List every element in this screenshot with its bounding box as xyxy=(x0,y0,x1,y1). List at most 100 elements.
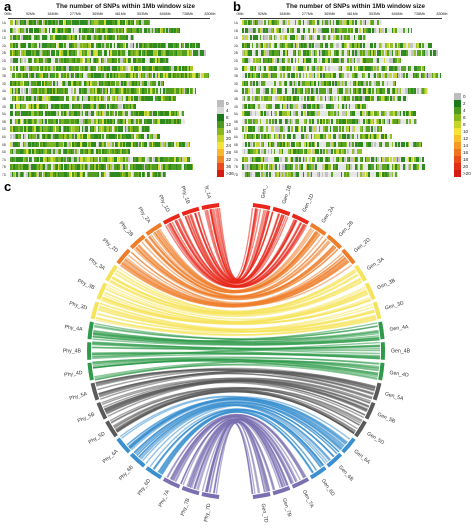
track-segment xyxy=(310,111,313,117)
track-segment xyxy=(262,73,265,79)
track-segment xyxy=(307,50,309,56)
legend-swatch xyxy=(454,121,461,128)
track-segment xyxy=(37,96,39,102)
track-segment xyxy=(35,149,38,155)
track-segment xyxy=(68,134,71,140)
track-segment xyxy=(65,156,68,162)
track-segment xyxy=(114,80,117,86)
track-segment xyxy=(355,134,357,140)
track-segment xyxy=(135,111,138,117)
legend-item: 12 xyxy=(454,135,474,142)
track-segment xyxy=(299,42,301,48)
chromosome-label: 4A xyxy=(2,89,6,94)
track-segment xyxy=(353,65,356,71)
track-segment xyxy=(147,111,149,117)
track-segment xyxy=(356,96,359,102)
track-segment xyxy=(14,42,17,48)
track-segment xyxy=(321,164,324,170)
track-segment xyxy=(361,126,364,132)
track-segment xyxy=(367,118,370,124)
chromosome-label: 6B xyxy=(234,142,238,147)
track-segment xyxy=(257,103,260,109)
track-segment xyxy=(70,58,73,64)
track-segment xyxy=(107,111,109,117)
track-segment xyxy=(29,141,31,147)
track-segment xyxy=(302,42,305,48)
track-segment xyxy=(86,156,89,162)
track-segment xyxy=(78,141,81,147)
track-segment xyxy=(161,156,163,162)
track-segment xyxy=(14,118,17,124)
track-segment xyxy=(53,27,56,33)
track-segment xyxy=(59,80,62,86)
track-segment xyxy=(174,156,176,162)
track-segment xyxy=(48,126,50,132)
chromosome-arc xyxy=(116,437,131,454)
track-segment xyxy=(139,141,141,147)
track-segment xyxy=(399,156,402,162)
track-segment xyxy=(32,164,34,170)
track-segment xyxy=(339,118,341,124)
track-segment xyxy=(388,65,391,71)
track-segment xyxy=(48,73,50,79)
track-segment xyxy=(56,103,58,109)
track-segment xyxy=(356,118,359,124)
track-segment xyxy=(75,134,77,140)
track-segment xyxy=(14,126,17,132)
track-segment xyxy=(118,42,120,48)
track-segment xyxy=(22,141,25,147)
track-segment xyxy=(336,96,338,102)
track-segment xyxy=(70,126,73,132)
track-segment xyxy=(123,35,125,41)
track-segment xyxy=(108,96,111,102)
track-segment xyxy=(72,65,74,71)
track-segment xyxy=(81,111,84,117)
track-segment xyxy=(163,111,165,117)
track-segment xyxy=(107,103,109,109)
track-segment xyxy=(245,149,247,155)
track-segment xyxy=(178,141,181,147)
track-segment xyxy=(191,164,194,170)
track-segment xyxy=(65,96,68,102)
track-segment xyxy=(89,156,92,162)
track-segment xyxy=(307,103,309,109)
track-segment xyxy=(277,103,279,109)
track-segment xyxy=(37,141,39,147)
track-segment xyxy=(161,96,163,102)
track-segment xyxy=(393,80,395,86)
track-segment xyxy=(54,149,57,155)
track-segment xyxy=(158,73,160,79)
track-segment xyxy=(40,141,42,147)
track-segment xyxy=(115,126,117,132)
track-segment xyxy=(350,111,352,117)
track-segment xyxy=(333,88,336,94)
track-segment xyxy=(324,96,327,102)
track-segment xyxy=(86,20,89,26)
track-segment xyxy=(117,88,120,94)
chromosome-label: Phy_5D xyxy=(88,431,107,446)
track-segment xyxy=(321,58,324,64)
track-segment xyxy=(30,172,33,178)
track-segment xyxy=(410,118,413,124)
track-segment xyxy=(361,20,364,26)
track-segment xyxy=(146,27,149,33)
track-segment xyxy=(96,96,98,102)
track-segment xyxy=(299,156,301,162)
track-segment xyxy=(18,88,20,94)
track-segment xyxy=(257,65,260,71)
track-segment xyxy=(297,50,300,56)
track-segment xyxy=(108,149,111,155)
track-segment xyxy=(329,35,332,41)
track-segment xyxy=(99,149,101,155)
track-segment xyxy=(11,20,14,26)
track-segment xyxy=(43,58,46,64)
track-segment xyxy=(372,96,375,102)
track-segment xyxy=(116,134,119,140)
track-segment xyxy=(16,149,18,155)
track-segment xyxy=(342,103,344,109)
track-segment xyxy=(313,149,316,155)
track-segment xyxy=(340,96,343,102)
track-segment xyxy=(22,126,25,132)
track-segment xyxy=(399,27,402,33)
track-segment xyxy=(76,96,79,102)
